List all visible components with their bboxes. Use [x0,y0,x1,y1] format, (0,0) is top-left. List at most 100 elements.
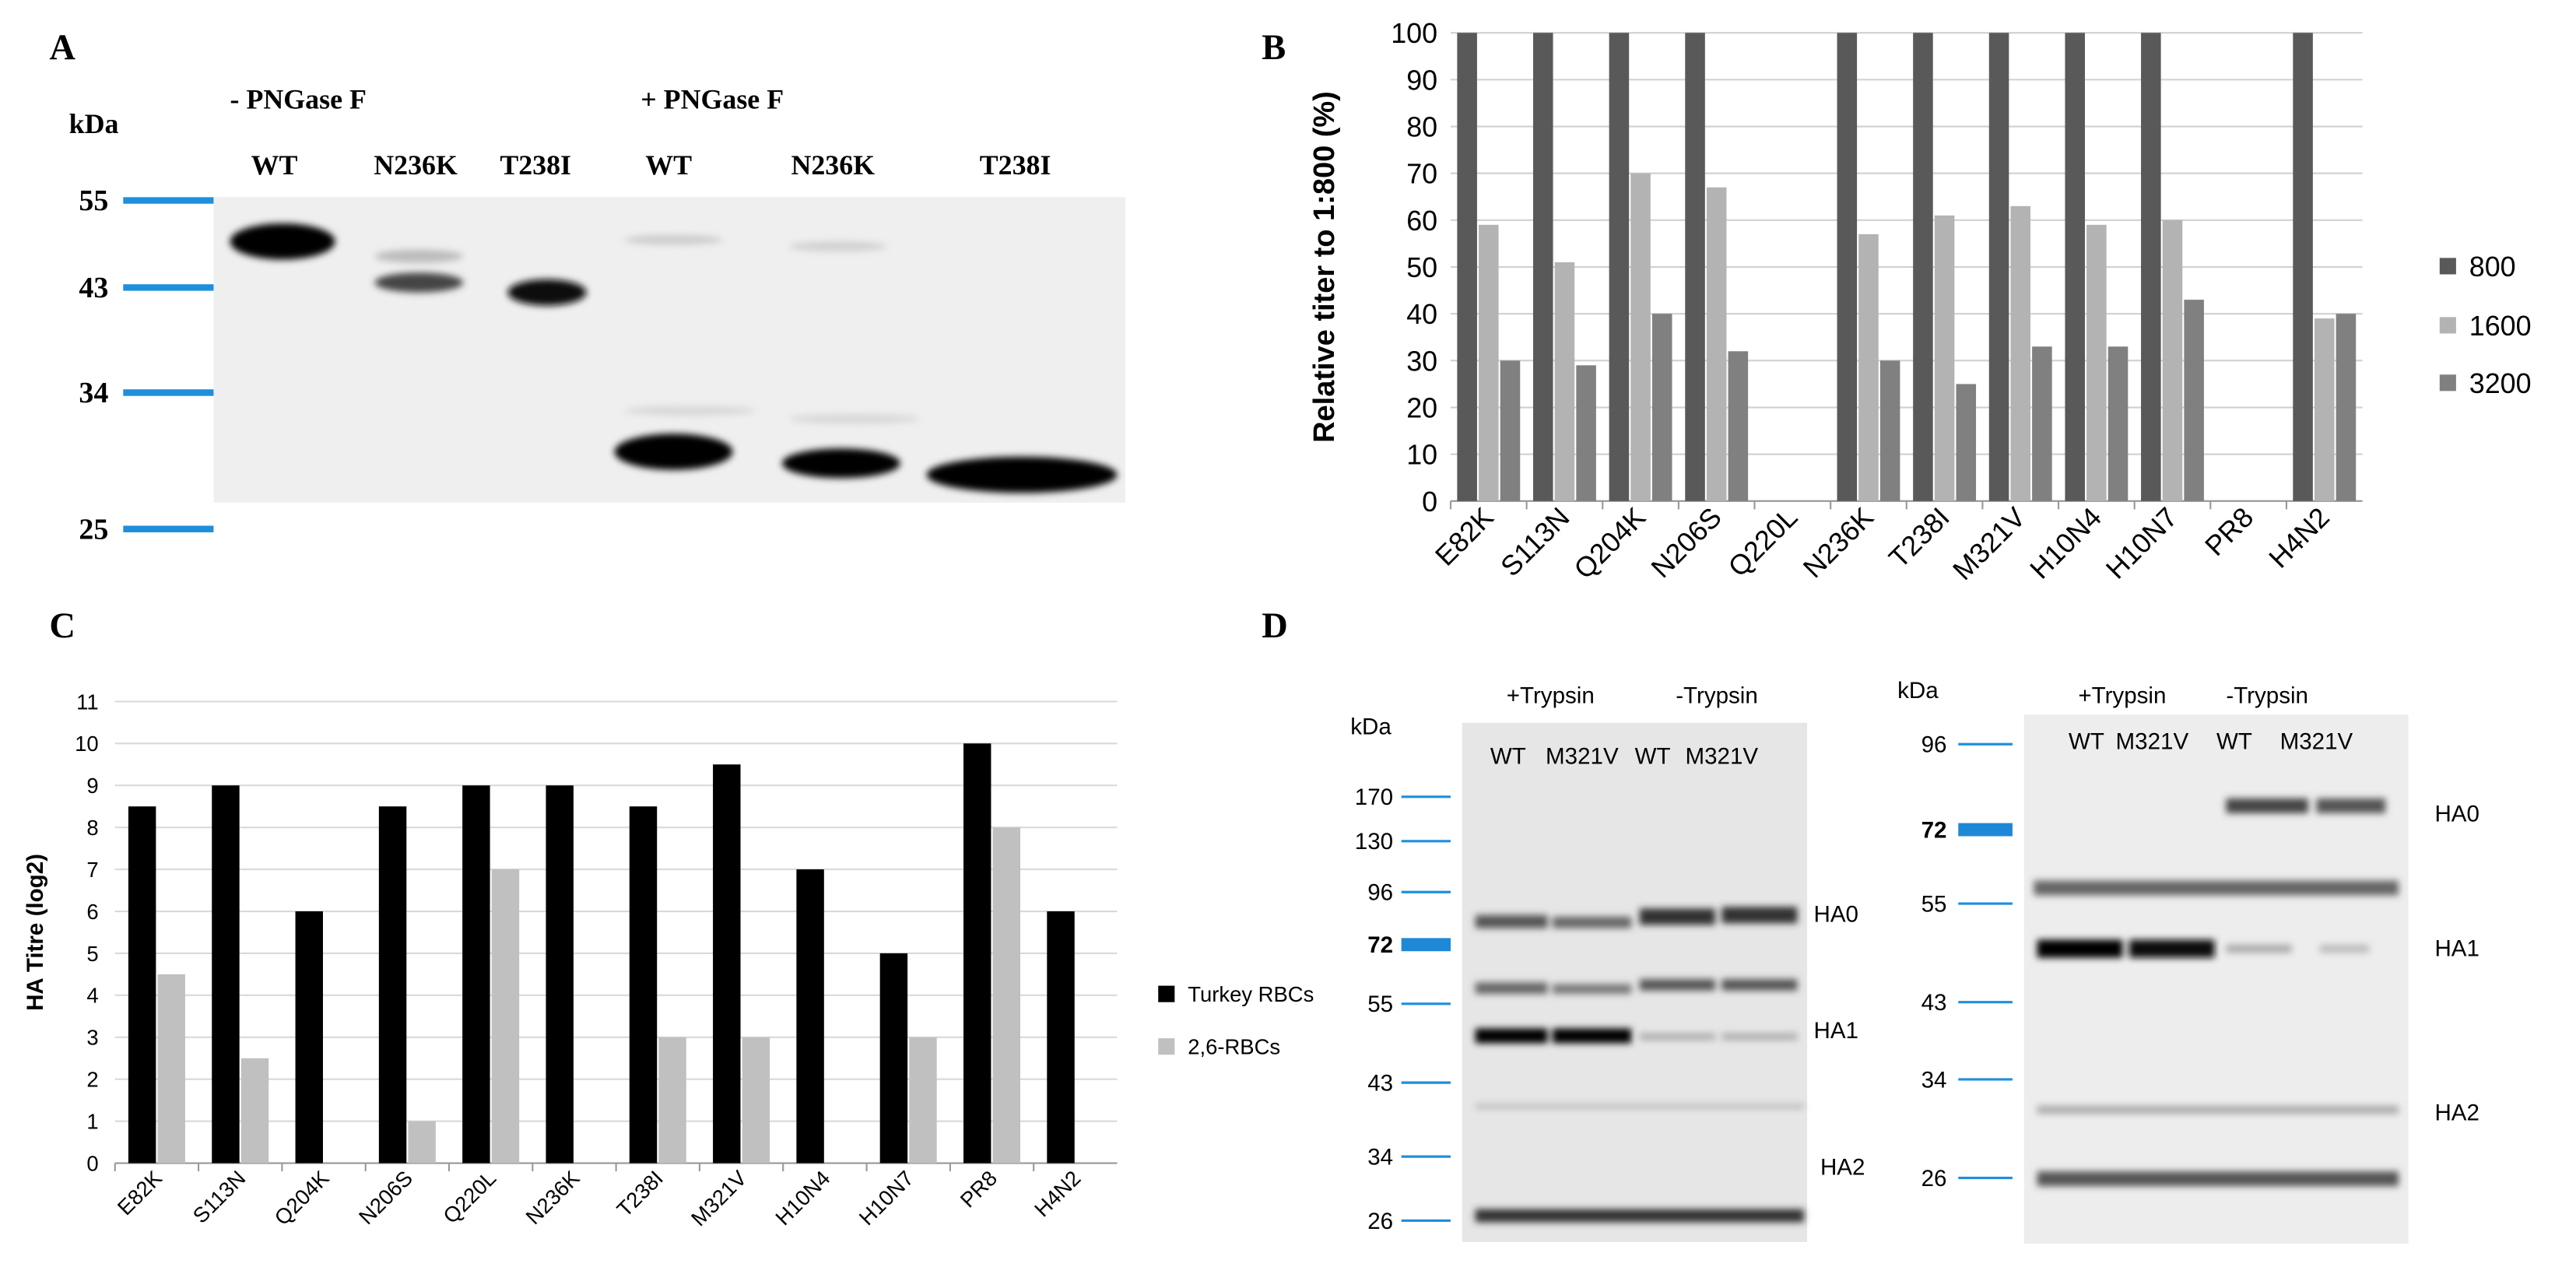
bar [546,785,574,1163]
x-tick-label: PR8 [2199,501,2260,562]
marker-label: 43 [1367,1070,1393,1096]
y-tick-label: 3 [86,1026,98,1050]
legend-swatch [2439,258,2456,275]
bar [408,1121,436,1163]
unit-label: kDa [69,108,119,139]
x-tick-label: H4N2 [1030,1166,1086,1222]
membrane [2023,714,2409,1244]
condition-label: - PNGase F [230,83,367,114]
y-tick-label: 5 [86,942,98,966]
marker-label: 55 [1921,891,1947,917]
bar [157,974,185,1163]
bar [1934,215,1955,501]
y-axis-title: HA Titre (log2) [23,854,48,1011]
bar [491,869,520,1163]
x-tick-label: H10N7 [855,1166,918,1230]
x-tick-label: M321V [1947,501,2032,586]
y-tick-label: 100 [1391,18,1437,49]
bar [1554,262,1575,501]
bar [1609,33,1630,501]
unit-label: kDa [1897,678,1939,704]
x-tick-label: PR8 [956,1166,1002,1213]
marker-label: 96 [1921,732,1947,758]
legend-swatch [1158,1038,1175,1055]
y-tick-label: 60 [1406,205,1437,237]
y-tick-label: 30 [1406,346,1437,377]
bar [992,827,1020,1163]
lane-label: M321V [1685,744,1758,770]
y-tick-label: 11 [76,690,98,714]
bar [2010,205,2031,501]
bar [1479,224,1499,501]
x-tick-label: M321V [686,1166,752,1231]
legend-label: 1600 [2469,311,2532,342]
lane-label: N236K [374,149,458,181]
legend-swatch [1158,985,1175,1002]
x-tick-label: E82K [113,1166,167,1220]
x-tick-label: Q220L [1722,501,1803,582]
band-label: HA0 [1814,901,1858,927]
bar [2184,300,2204,501]
bar [1685,33,1705,501]
bar [909,1037,937,1163]
bar [295,911,323,1163]
bar [462,785,490,1163]
blot-d-right [2023,714,2409,1244]
bar [1576,365,1596,501]
bar [1956,384,1977,501]
marker-label: 34 [79,377,108,409]
marker-label: 72 [1921,817,1947,843]
x-tick-label: N206S [1645,501,1728,584]
x-tick-label: H4N2 [2263,501,2336,574]
panel-label: B [1262,28,1286,68]
bands [230,223,1118,493]
y-tick-label: 70 [1406,159,1437,190]
condition-label: -Trypsin [1676,683,1758,708]
bar [2336,314,2357,501]
ladder-band [1958,823,2013,837]
lane-label: N236K [791,149,875,181]
bar [1706,187,1727,501]
band-label: HA2 [1820,1154,1865,1180]
panel-label: A [49,28,75,68]
bar [2141,33,2161,501]
marker-label: 55 [1367,991,1393,1017]
lane-label: T238I [500,149,571,181]
y-tick-label: 1 [86,1110,98,1134]
legend-label: 2,6-RBCs [1188,1035,1280,1059]
lane-label: WT [2069,729,2104,755]
bar [658,1037,686,1163]
bar [1837,33,1858,501]
panel-label: D [1262,606,1288,646]
x-tick-label: H10N4 [2024,501,2107,584]
x-tick-label: N236K [521,1166,584,1229]
bar [742,1037,770,1163]
bar [1532,33,1553,501]
condition-label: -Trypsin [2226,683,2308,708]
bar [1879,360,1900,501]
marker-label: 34 [1367,1144,1393,1170]
x-tick-label: S113N [1495,501,1576,582]
marker-label: 130 [1355,829,1393,855]
bar [1630,173,1651,501]
legend-label: 3200 [2469,368,2532,399]
legend-swatch [2439,317,2456,334]
bar [128,806,156,1163]
ladder-band [1401,938,1451,952]
y-tick-label: 50 [1406,252,1437,283]
band-label: HA1 [2434,936,2479,962]
legend-label: 800 [2469,251,2516,283]
marker-label: 55 [79,184,108,217]
bar [2032,346,2052,501]
bar [1047,911,1075,1163]
marker-label: 43 [1921,990,1947,1016]
x-tick-label: Q220L [438,1166,500,1228]
blot-a [213,197,1126,503]
bar [1651,314,1672,501]
marker-label: 96 [1367,880,1393,906]
bar [629,806,658,1163]
bar [240,1058,269,1163]
y-tick-label: 4 [86,984,98,1008]
